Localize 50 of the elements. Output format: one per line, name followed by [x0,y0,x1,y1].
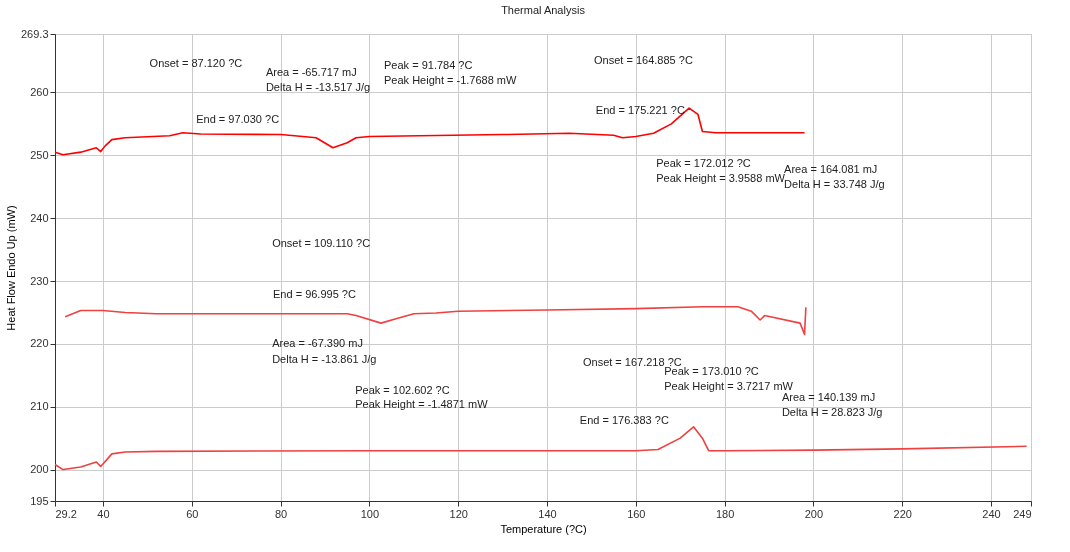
annotation: Area = -67.390 mJ [272,337,363,350]
x-tick-label: 29.2 [55,507,77,520]
y-tick-label: 250 [30,148,49,161]
annotation: Peak Height = -1.4871 mW [355,398,489,411]
x-axis-title: Temperature (?C) [500,522,587,535]
line-series [54,107,806,156]
annotation: End = 176.383 ?C [579,413,669,426]
annotation: Onset = 109.110 ?C [272,236,371,249]
annotation: Area = -65.717 mJ [265,65,357,78]
x-tick-label: 100 [360,507,380,520]
annotation: Onset = 87.120 ?C [149,56,243,69]
annotation: Area = 164.081 mJ [784,162,878,175]
line-series [64,305,807,336]
annotation: Area = 140.139 mJ [781,390,876,403]
annotation: Onset = 164.885 ?C [594,54,693,67]
y-tick-label: 195 [30,494,49,507]
annotation: Peak = 172.012 ?C [656,157,751,170]
y-tick-label: 260 [30,85,49,98]
annotation: Delta H = 28.823 J/g [781,406,883,419]
y-tick-label: 210 [30,400,49,413]
x-tick-label: 200 [804,507,824,520]
y-tick-label: 240 [30,211,49,224]
x-tick-label: 80 [274,507,288,520]
x-tick-label: 60 [186,507,199,520]
annotation: Delta H = 33.748 J/g [784,177,885,190]
annotation: End = 175.221 ?C [595,104,685,117]
annotation: Peak Height = -1.7688 mW [384,74,518,87]
annotation: End = 96.995 ?C [273,287,356,300]
annotation: Delta H = -13.517 J/g [265,81,371,94]
x-tick-label: 40 [97,507,110,520]
x-tick-label: 180 [715,507,735,520]
y-axis-title: Heat Flow Endo Up (mW) [4,205,17,331]
y-tick-label: 200 [30,463,49,476]
annotation: Peak = 91.784 ?C [384,59,473,72]
x-tick-label: 140 [538,507,557,520]
annotation: End = 97.030 ?C [196,113,280,126]
line-series [54,426,1028,471]
x-tick-label: 160 [627,507,646,520]
y-tick-label: 220 [30,337,49,350]
y-tick-label: 230 [30,274,49,287]
x-tick-label: 220 [893,507,912,520]
x-tick-label: 120 [449,507,468,520]
annotation: Peak Height = 3.7217 mW [664,379,794,392]
annotation: Peak Height = 3.9588 mW [656,172,786,185]
y-tick-label: 269.3 [20,27,49,40]
chart-title: Thermal Analysis [501,4,586,16]
annotation: Delta H = -13.861 J/g [272,352,377,365]
annotation: Peak = 102.602 ?C [355,384,450,397]
x-tick-label: 249 [1013,507,1032,520]
x-tick-label: 240 [982,507,1001,520]
